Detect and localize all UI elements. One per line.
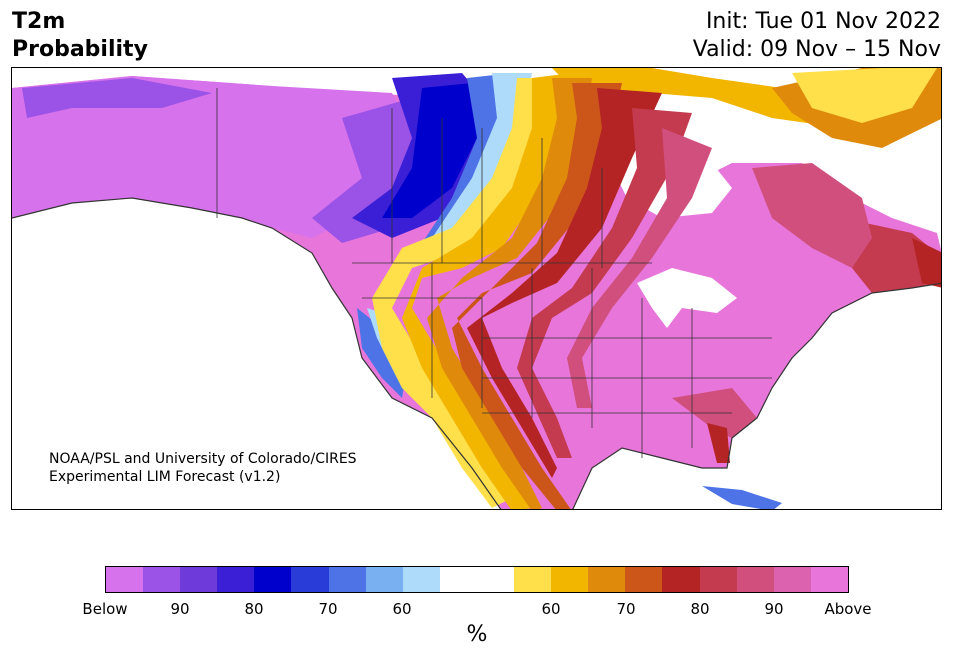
- colorbar-tick: 90: [764, 600, 784, 618]
- colorbar-tick: Below: [82, 600, 128, 618]
- title-line-2: Probability: [12, 37, 148, 62]
- california-cold: [357, 308, 407, 398]
- colorbar-segment: [180, 567, 218, 592]
- warm-70: [452, 83, 622, 509]
- colorbar-segment: [328, 567, 366, 592]
- colorbar-segment: [625, 567, 663, 592]
- colorbar-segment: [773, 567, 811, 592]
- colorbar-tick: 80: [690, 600, 710, 618]
- warm-85: [517, 108, 692, 458]
- colorbar-segment: [439, 567, 477, 592]
- coastline: [12, 197, 941, 509]
- florida-warm: [707, 423, 730, 463]
- colorbar-segment: [514, 567, 552, 592]
- forecast-dates: Init: Tue 01 Nov 2022 Valid: 09 Nov – 15…: [693, 8, 941, 64]
- cold-70: [422, 73, 512, 243]
- warm-65: [427, 78, 592, 509]
- warm-80: [467, 88, 662, 478]
- map-canvas: [12, 68, 941, 509]
- colorbar-segment: [106, 567, 144, 592]
- cold-band-90: [22, 78, 212, 118]
- init-date: Init: Tue 01 Nov 2022: [705, 9, 941, 34]
- warm-60: [402, 73, 572, 509]
- warm-90: [567, 128, 712, 408]
- colorbar-segment: [662, 567, 700, 592]
- colorbar-segment: [699, 567, 737, 592]
- colorbar-segment: [810, 567, 848, 592]
- colorbar-segment: [365, 567, 403, 592]
- colorbar-tick: 80: [244, 600, 264, 618]
- colorbar: [105, 566, 849, 593]
- colorbar-tick: Above: [824, 600, 872, 618]
- bc-cold-core: [382, 83, 482, 218]
- forecast-credit: NOAA/PSL and University of Colorado/CIRE…: [49, 450, 357, 486]
- colorbar-segment: [291, 567, 329, 592]
- colorbar-units: %: [466, 622, 488, 647]
- quebec-warm-90: [752, 163, 872, 268]
- colorbar-segment: [736, 567, 774, 592]
- credit-line-2: Experimental LIM Forecast (v1.2): [49, 469, 281, 485]
- probability-map: [11, 67, 942, 510]
- colorbar-tick: 70: [318, 600, 338, 618]
- alaska-cold: [12, 76, 412, 238]
- colorbar-segment: [402, 567, 440, 592]
- valid-date: Valid: 09 Nov – 15 Nov: [692, 37, 941, 62]
- cuba-cold: [702, 486, 782, 509]
- colorbar-tick: 90: [170, 600, 190, 618]
- colorbar-tick: 70: [616, 600, 636, 618]
- greenland-core: [792, 68, 937, 123]
- colorbar-segment: [551, 567, 589, 592]
- colorbar-tick: 60: [392, 600, 412, 618]
- title-line-1: T2m: [12, 9, 66, 34]
- great-lakes: [637, 268, 737, 328]
- credit-line-1: NOAA/PSL and University of Colorado/CIRE…: [49, 451, 357, 467]
- colorbar-segment: [588, 567, 626, 592]
- political-borders: [216, 88, 772, 458]
- colorbar-segment: [217, 567, 255, 592]
- colorbar-segment: [476, 567, 515, 592]
- colorbar-segment: [254, 567, 292, 592]
- map-title: T2m Probability: [12, 8, 148, 64]
- colorbar-segment: [143, 567, 181, 592]
- warm-55: [372, 78, 547, 508]
- labrador-warm: [912, 238, 941, 288]
- colorbar-tick: 60: [541, 600, 561, 618]
